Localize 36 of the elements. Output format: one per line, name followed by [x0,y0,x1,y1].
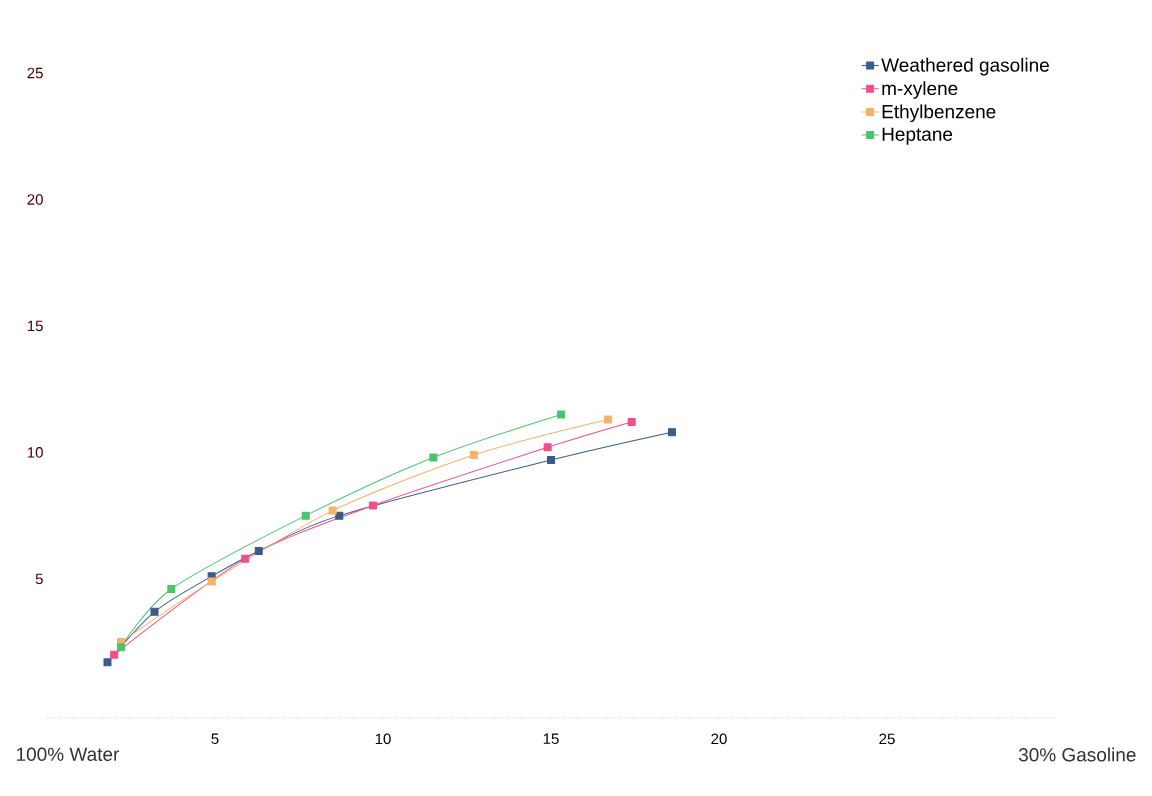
point [547,456,555,464]
legend-label: m-xylene [882,81,958,99]
point [557,410,566,419]
point [328,506,337,515]
point [301,511,310,520]
point [368,501,377,510]
y-tick-label: 20 [27,194,43,205]
point [627,418,636,427]
point [167,585,176,593]
x-tick-label: 10 [375,733,391,745]
legend-label: Weathered gasoline [881,57,1049,76]
legend-label: Ethylbenzene [882,104,996,123]
x-tick-label: 15 [543,733,559,744]
x-tick-label: 20 [711,733,727,745]
y-tick-label: 10 [27,447,43,458]
text: 30% Gasoline [1018,747,1136,762]
point [469,450,478,459]
point [103,658,112,667]
point [241,554,250,563]
point [207,577,216,586]
point [110,650,119,659]
text: 100% Water [16,747,120,761]
point [150,607,159,616]
x-tick-label: 5 [211,733,219,744]
legend-label: Heptane [882,127,953,145]
point [335,511,344,520]
point [604,415,613,424]
y-tick-label: 15 [27,320,43,332]
point [667,428,676,437]
y-tick-label: 25 [27,67,43,79]
x-tick-label: 25 [879,733,895,745]
y-tick-label: 5 [35,573,43,585]
point [116,643,125,652]
point [543,443,552,452]
point [429,453,438,462]
point [254,547,263,556]
